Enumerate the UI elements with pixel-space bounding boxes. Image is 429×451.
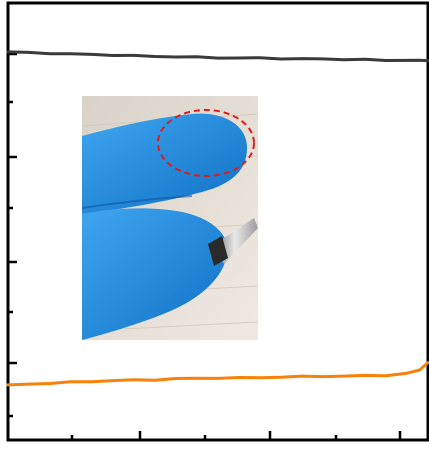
series-line-2 xyxy=(6,361,429,387)
series-layer xyxy=(6,50,429,387)
blade-holder-icon xyxy=(208,236,228,266)
plot-border xyxy=(6,1,429,442)
plot-frame xyxy=(6,1,429,442)
finger-crease xyxy=(82,195,193,209)
gloved-thumb-icon xyxy=(82,208,228,340)
series-line-1 xyxy=(6,50,429,63)
highlight-circle xyxy=(157,109,255,177)
gloved-finger-icon xyxy=(82,113,247,214)
axis-ticks xyxy=(8,52,402,440)
inset-photo xyxy=(82,96,258,340)
